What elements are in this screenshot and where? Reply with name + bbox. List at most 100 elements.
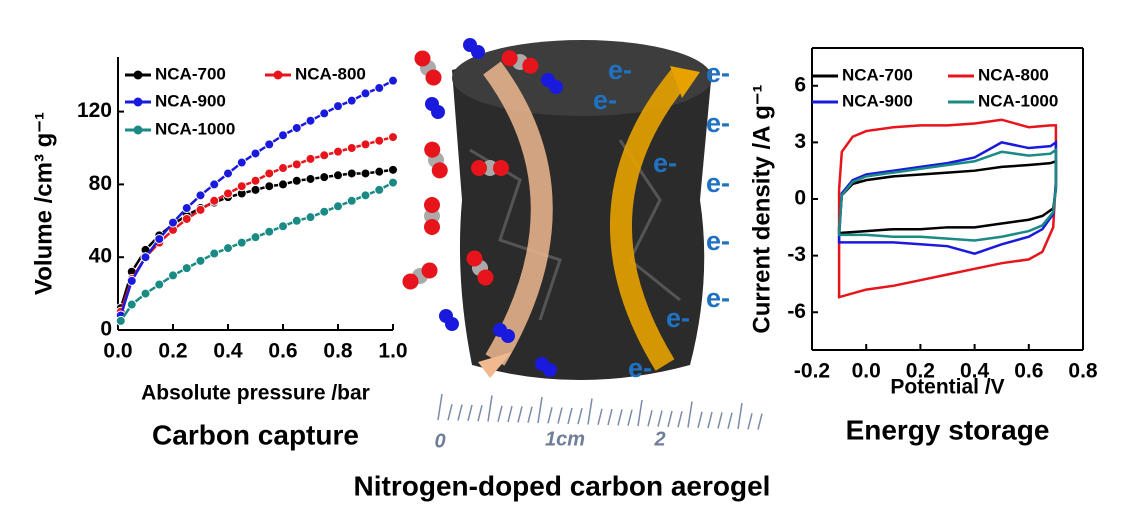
- ruler-tick: [667, 410, 673, 428]
- ruler: [437, 393, 763, 430]
- ruler-tick: [687, 401, 693, 428]
- x-axis-label: Absolute pressure /bar: [141, 382, 370, 405]
- series-line: [837, 139, 1058, 256]
- ruler-tick: [567, 407, 573, 425]
- point: [291, 159, 302, 170]
- x-tick-label: 0.4: [213, 340, 243, 363]
- point: [168, 217, 178, 228]
- point: [346, 195, 357, 206]
- point: [319, 108, 330, 119]
- point: [360, 168, 371, 179]
- ruler-tick: [557, 407, 563, 424]
- point: [140, 252, 151, 263]
- point: [181, 263, 192, 274]
- chart-caption: Carbon capture: [152, 419, 359, 450]
- ruler-tick: [727, 412, 733, 429]
- ruler-tick: [637, 399, 643, 427]
- y-tick-label: -6: [787, 300, 806, 323]
- point: [250, 184, 261, 195]
- ruler-tick: [697, 411, 703, 428]
- co2-molecules: [402, 50, 539, 290]
- gas-flow-arrow: [483, 61, 553, 366]
- x-tick-label: 0.6: [268, 340, 297, 363]
- ruler-tick: [437, 393, 443, 421]
- point: [115, 315, 126, 326]
- electron-label: e-: [593, 85, 617, 115]
- point: [305, 115, 316, 126]
- electron-label: e-: [628, 353, 652, 383]
- electron-label: e-: [706, 58, 730, 88]
- arrow-head: [670, 66, 700, 98]
- x-tick-label: 0.0: [852, 360, 881, 383]
- point: [223, 188, 233, 199]
- arrow-head: [478, 352, 512, 378]
- point: [236, 181, 247, 192]
- point: [360, 88, 371, 99]
- y-tick-label: 0: [100, 318, 112, 341]
- ruler-tick: [597, 408, 603, 425]
- x-tick-label: 0.8: [323, 340, 353, 363]
- electron-label: e-: [706, 108, 730, 138]
- point: [360, 190, 371, 201]
- point: [333, 201, 343, 212]
- ruler-tick: [577, 408, 583, 425]
- electron-label: e-: [706, 283, 730, 313]
- ruler-tick: [547, 407, 553, 424]
- legend-label: NCA-1000: [978, 91, 1058, 110]
- ruler-tick: [487, 395, 493, 422]
- x-tick-label: 1.0: [378, 340, 407, 363]
- point: [346, 168, 357, 179]
- ruler-tick: [717, 412, 723, 429]
- aerogel-illustration: [402, 38, 763, 430]
- point: [291, 215, 302, 226]
- x-tick-label: 0.0: [103, 340, 132, 363]
- point: [278, 163, 288, 174]
- y-tick-label: 0: [794, 187, 806, 210]
- series-line: [837, 159, 1058, 235]
- ruler-tick: [537, 396, 543, 424]
- y-tick-label: -3: [787, 243, 806, 266]
- ruler-tick: [517, 406, 523, 423]
- point: [236, 237, 247, 248]
- point: [333, 170, 343, 181]
- point: [278, 130, 288, 141]
- legend-marker: [133, 70, 143, 80]
- point: [291, 175, 302, 186]
- series-line: [837, 147, 1058, 242]
- y-tick-label: 80: [89, 172, 112, 195]
- point: [374, 82, 385, 93]
- ruler-tick: [527, 406, 533, 423]
- point: [223, 168, 233, 179]
- legend-label: NCA-900: [155, 91, 226, 110]
- chart-caption: Energy storage: [846, 414, 1050, 445]
- ruler-tick: [507, 405, 513, 423]
- legend-label: NCA-700: [842, 65, 913, 84]
- point: [346, 95, 357, 106]
- ruler-tick: [607, 408, 613, 426]
- legend-marker: [273, 70, 283, 80]
- y-tick-label: 40: [89, 245, 112, 268]
- ruler-tick: [497, 405, 503, 422]
- x-axis-label: Potential /V: [890, 376, 1004, 399]
- legend-label: NCA-700: [155, 64, 226, 83]
- point: [250, 232, 261, 243]
- point: [140, 288, 151, 299]
- y-axis-label: Current density /A g⁻¹: [748, 84, 775, 333]
- y-tick-label: 120: [77, 99, 112, 122]
- ruler-tick: [647, 410, 653, 427]
- electron-label: e-: [706, 168, 730, 198]
- point: [374, 135, 385, 146]
- electron-flow-arrow: [610, 69, 689, 371]
- y-tick-label: 3: [794, 130, 806, 153]
- ruler-label: 1cm: [545, 428, 585, 450]
- point: [360, 139, 371, 150]
- n2-molecules: [425, 38, 563, 377]
- point: [319, 150, 330, 161]
- point: [223, 243, 233, 254]
- point: [209, 179, 220, 190]
- ruler-label: 0: [434, 430, 445, 452]
- point: [264, 226, 275, 237]
- point: [333, 146, 343, 157]
- point: [126, 299, 137, 310]
